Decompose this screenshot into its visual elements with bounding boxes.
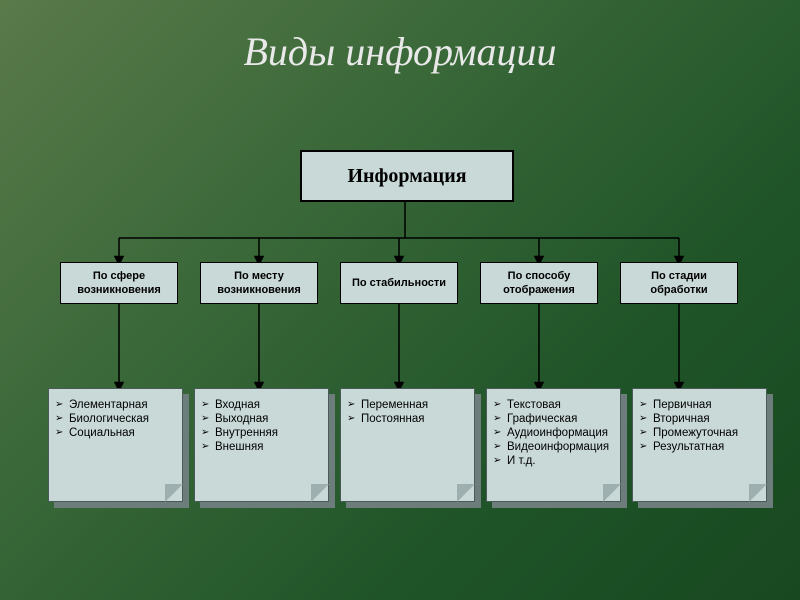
- leaf-node: Элементарная Биологическая Социальная: [48, 388, 183, 508]
- leaf-node: Переменная Постоянная: [340, 388, 475, 508]
- category-node: По местувозникновения: [200, 262, 318, 304]
- leaf-list: Входная Выходная Внутренняя Внешняя: [201, 399, 322, 453]
- category-node: По стадииобработки: [620, 262, 738, 304]
- root-label: Информация: [347, 165, 466, 188]
- leaf-item: Социальная: [69, 427, 176, 439]
- leaf-item: Видеоинформация: [507, 441, 614, 453]
- leaf-item: Постоянная: [361, 413, 468, 425]
- leaf-list: Первичная Вторичная Промежуточная Результат…: [639, 399, 760, 453]
- category-label: По способуотображения: [503, 269, 575, 298]
- category-node: По стабильности: [340, 262, 458, 304]
- category-label: По местувозникновения: [217, 269, 301, 298]
- leaf-item: Первичная: [653, 399, 760, 411]
- leaf-item: Выходная: [215, 413, 322, 425]
- slide-title: Виды информации: [0, 28, 800, 75]
- leaf-list: Элементарная Биологическая Социальная: [55, 399, 176, 439]
- leaf-node: Первичная Вторичная Промежуточная Результат…: [632, 388, 767, 508]
- root-node: Информация: [300, 150, 514, 202]
- category-label: По стабильности: [352, 276, 446, 290]
- category-node: По сферевозникновения: [60, 262, 178, 304]
- category-label: По стадииобработки: [650, 269, 707, 298]
- leaf-item: Текстовая: [507, 399, 614, 411]
- leaf-item: Графическая: [507, 413, 614, 425]
- leaf-item: Внешняя: [215, 441, 322, 453]
- leaf-item: Результатная: [653, 441, 760, 453]
- leaf-item: Аудиоинформация: [507, 427, 614, 439]
- leaf-item: Биологическая: [69, 413, 176, 425]
- leaf-item: Элементарная: [69, 399, 176, 411]
- leaf-item: И т.д.: [507, 455, 614, 467]
- category-node: По способуотображения: [480, 262, 598, 304]
- leaf-list: Переменная Постоянная: [347, 399, 468, 425]
- leaf-item: Внутренняя: [215, 427, 322, 439]
- leaf-node: Текстовая Графическая Аудиоинформация Видео…: [486, 388, 621, 508]
- leaf-node: Входная Выходная Внутренняя Внешняя: [194, 388, 329, 508]
- category-label: По сферевозникновения: [77, 269, 161, 298]
- leaf-list: Текстовая Графическая Аудиоинформация Видео…: [493, 399, 614, 467]
- leaf-item: Входная: [215, 399, 322, 411]
- slide-stage: Виды информации Информация По сферевозни…: [0, 0, 800, 600]
- leaf-item: Вторичная: [653, 413, 760, 425]
- leaf-item: Промежуточная: [653, 427, 760, 439]
- leaf-item: Переменная: [361, 399, 468, 411]
